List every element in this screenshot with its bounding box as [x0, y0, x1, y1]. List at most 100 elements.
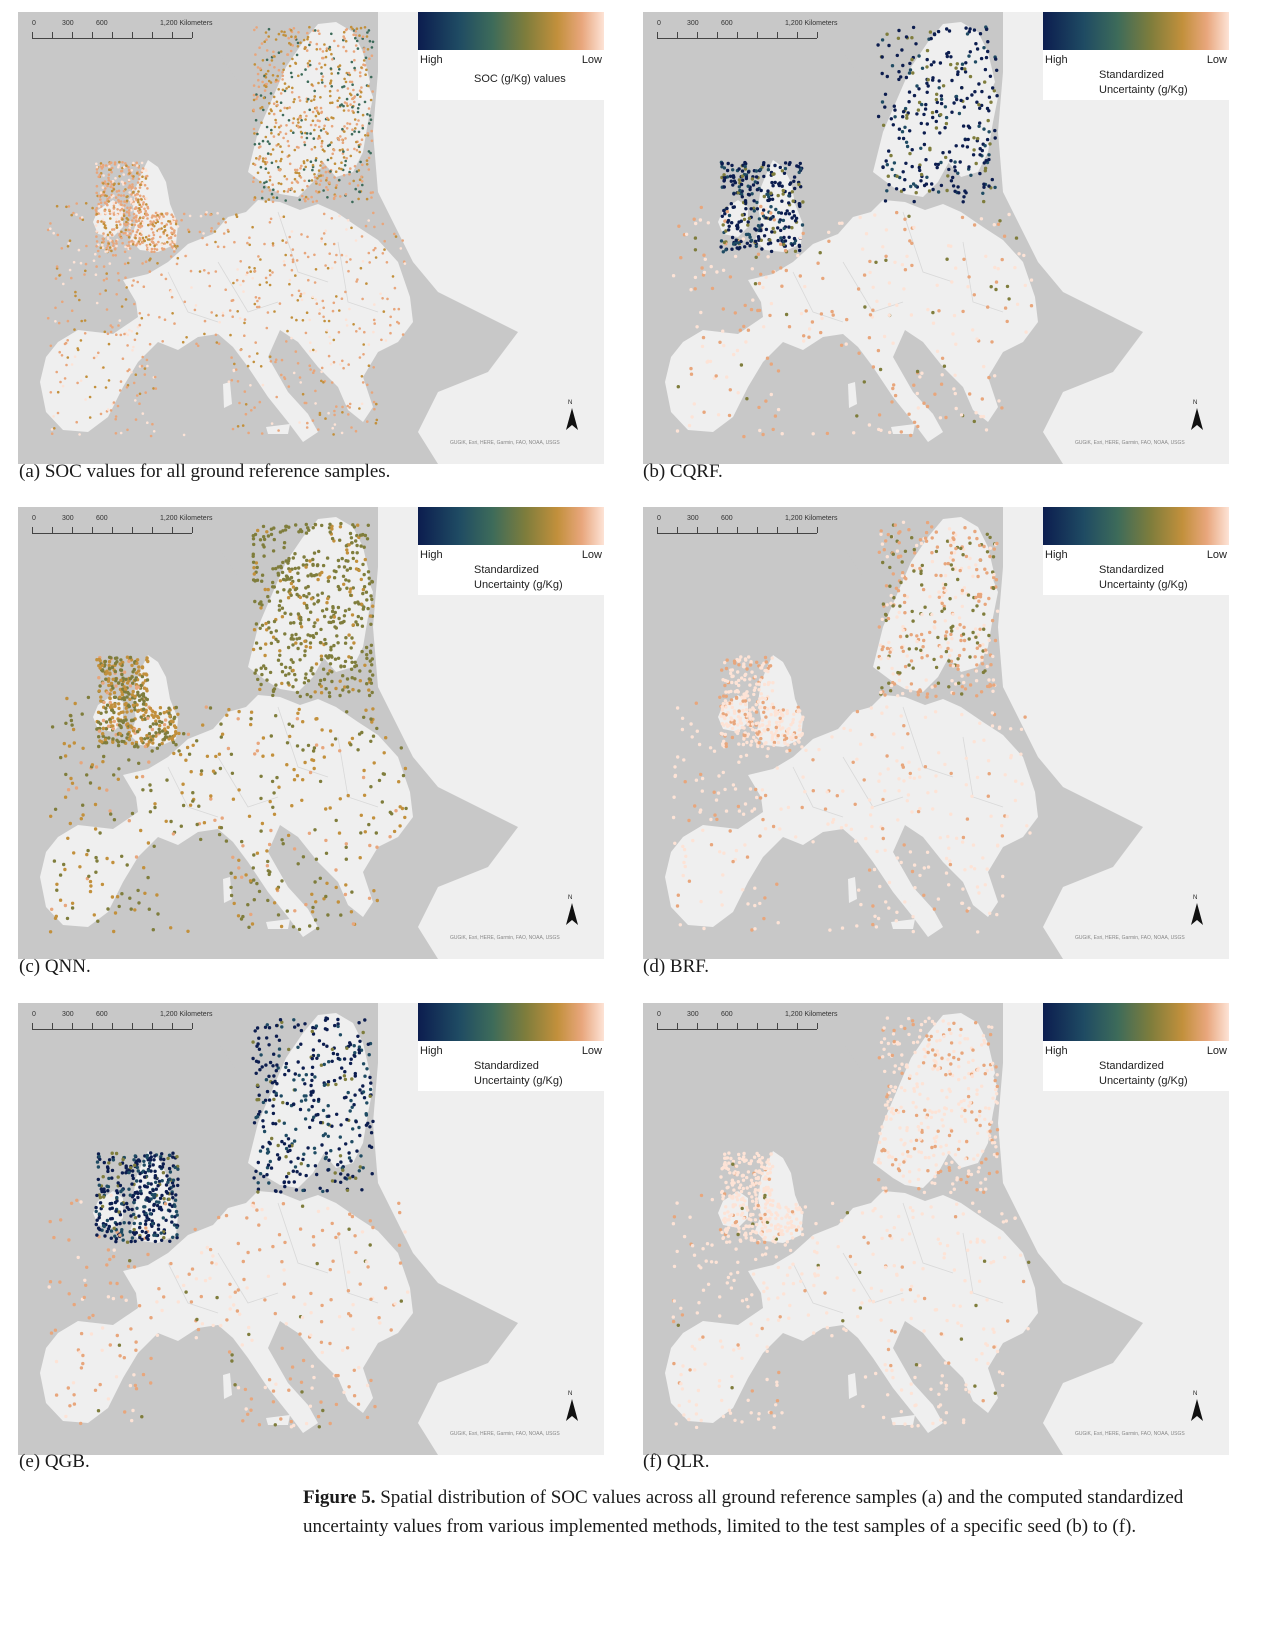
sample-point	[876, 348, 881, 353]
sample-point	[362, 47, 366, 50]
sample-point	[772, 740, 777, 745]
sample-point	[995, 609, 1000, 613]
sample-point	[140, 161, 144, 165]
sample-point	[275, 887, 279, 891]
sample-point	[764, 668, 768, 673]
north-label: N	[568, 400, 573, 406]
sample-point	[347, 363, 351, 366]
sample-point	[127, 737, 131, 741]
sample-point	[763, 896, 767, 900]
sample-point	[108, 196, 111, 199]
sample-point	[138, 402, 141, 406]
sample-point	[282, 68, 285, 72]
sample-point	[876, 114, 881, 119]
sample-point	[720, 161, 724, 166]
sample-point	[939, 160, 943, 165]
sample-point	[710, 286, 715, 291]
sample-point	[143, 367, 147, 370]
sample-point	[246, 241, 249, 245]
sample-point	[888, 430, 892, 435]
sample-point	[913, 551, 917, 555]
sample-point	[840, 926, 845, 930]
sample-point	[325, 49, 328, 53]
sample-point	[887, 183, 891, 187]
sample-point	[904, 161, 908, 165]
sample-point	[290, 230, 294, 233]
sample-point	[912, 863, 917, 867]
sample-point	[153, 802, 157, 806]
sample-point	[269, 81, 273, 84]
sample-point	[104, 211, 107, 215]
sample-point	[189, 770, 193, 774]
sample-point	[148, 270, 152, 273]
sample-point	[385, 261, 389, 264]
sample-point	[370, 54, 374, 57]
sample-point	[961, 309, 965, 314]
sample-point	[204, 213, 207, 216]
sample-point	[731, 183, 735, 187]
sample-point	[259, 180, 262, 184]
sample-point	[231, 427, 235, 431]
sample-point	[359, 95, 362, 98]
sample-point	[857, 888, 861, 892]
sample-point	[770, 230, 774, 234]
sample-point	[979, 414, 983, 419]
sample-point	[365, 282, 368, 285]
sample-point	[715, 270, 719, 274]
sample-point	[281, 113, 285, 117]
sample-point	[763, 655, 768, 660]
sample-point	[782, 242, 786, 247]
sample-point	[98, 722, 103, 726]
sample-point	[987, 130, 991, 134]
sample-point	[317, 428, 320, 431]
sample-point	[295, 637, 299, 641]
sample-point	[756, 224, 761, 228]
sample-point	[934, 119, 938, 124]
sample-point	[730, 735, 735, 740]
sample-point	[138, 392, 142, 396]
sample-point	[982, 182, 986, 186]
sample-point	[323, 63, 327, 67]
sample-point	[97, 243, 100, 246]
sample-point	[107, 200, 110, 203]
sample-point	[297, 121, 300, 124]
sample-point	[351, 27, 354, 31]
sample-point	[393, 307, 396, 311]
sample-point	[145, 212, 148, 215]
sample-point	[125, 385, 129, 389]
sample-point	[342, 565, 347, 569]
sample-point	[957, 111, 962, 116]
scale-label: 1,200 Kilometers	[785, 20, 838, 27]
sample-point	[274, 637, 278, 641]
sample-point	[162, 711, 166, 715]
land-region	[848, 382, 857, 408]
sample-point	[954, 144, 958, 148]
sample-point	[747, 655, 751, 659]
sample-point	[899, 580, 903, 585]
sample-point	[283, 30, 286, 34]
sample-point	[1000, 824, 1004, 828]
sample-point	[135, 332, 139, 335]
sample-point	[797, 244, 802, 249]
sample-point	[881, 123, 886, 128]
sample-point	[114, 177, 117, 180]
sample-point	[725, 679, 730, 683]
sample-point	[749, 207, 753, 211]
sample-point	[779, 242, 783, 246]
sample-point	[52, 231, 55, 235]
sample-point	[957, 191, 961, 195]
sample-point	[960, 674, 964, 678]
sample-point	[298, 621, 303, 626]
sample-point	[322, 189, 325, 192]
sample-point	[373, 322, 377, 325]
sample-point	[344, 80, 348, 84]
sample-point	[108, 162, 112, 165]
sample-point	[991, 689, 995, 693]
sample-point	[995, 912, 999, 917]
sample-point	[278, 649, 282, 653]
sample-point	[283, 632, 287, 636]
sample-point	[727, 213, 732, 218]
sample-point	[142, 215, 145, 219]
sample-point	[753, 927, 757, 931]
sample-point	[286, 329, 289, 333]
